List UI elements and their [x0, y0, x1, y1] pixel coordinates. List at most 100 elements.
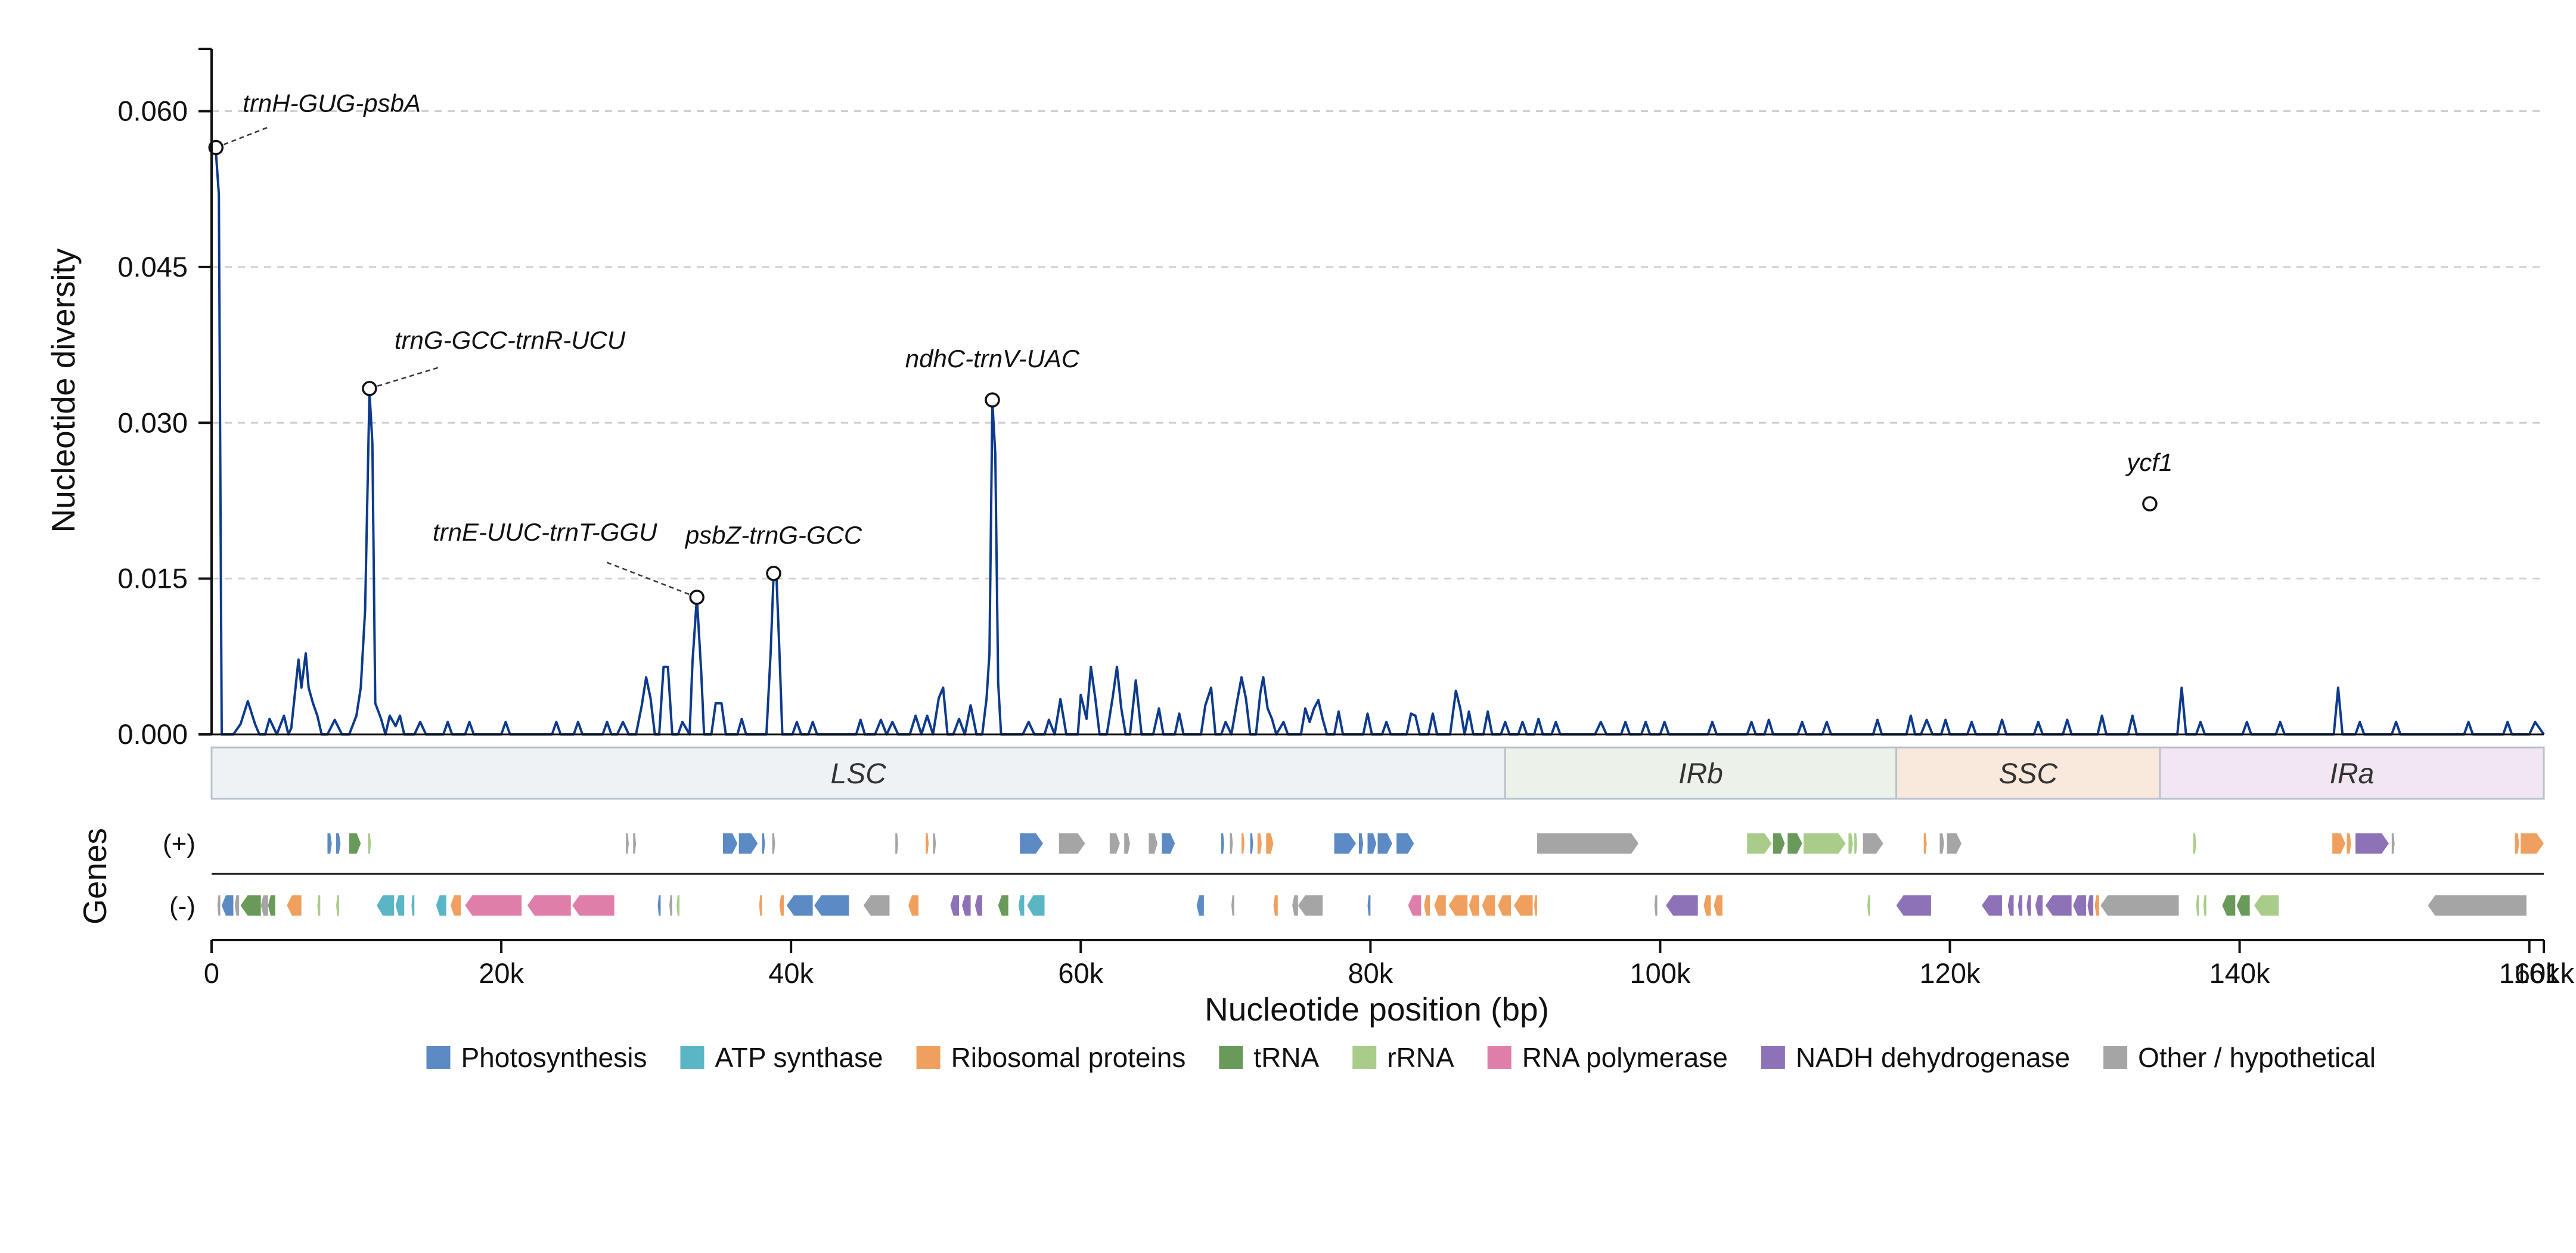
- gene-arrow: [1773, 833, 1785, 854]
- gene-arrow: [2515, 833, 2519, 854]
- peak-marker: [362, 381, 377, 396]
- gene-arrow: [1273, 895, 1278, 916]
- gene-arrow: [2035, 895, 2043, 916]
- legend-swatch: [1352, 1046, 1377, 1069]
- legend-label: ATP synthase: [715, 1042, 883, 1073]
- gene-arrow: [1162, 833, 1175, 854]
- genes-axis-title: Genes: [76, 828, 113, 925]
- gene-arrow: [1358, 833, 1364, 854]
- gene-arrow: [1513, 895, 1533, 916]
- region-label: SSC: [1998, 758, 2057, 790]
- gene-arrow: [451, 895, 461, 916]
- x-tick-label: 161k: [2513, 957, 2574, 989]
- gene-arrow: [1231, 895, 1234, 916]
- gene-arrow: [2428, 895, 2527, 916]
- gene-arrow: [1292, 895, 1298, 916]
- y-tick-label: 0.000: [117, 718, 188, 750]
- gene-arrow: [222, 895, 234, 916]
- peak-annotations: trnH-GUG-psbA trnG-GCC-trnR-UCU trnE-UUC-t…: [208, 89, 2172, 605]
- peak-leader-line: [369, 367, 439, 389]
- gene-arrow: [1848, 833, 1853, 854]
- x-tick-label: 120k: [1920, 957, 1981, 989]
- gene-arrow: [759, 895, 762, 916]
- gene-arrow: [626, 833, 629, 854]
- peak-label: psbZ-trnG-GCC: [684, 521, 862, 549]
- gene-arrow: [895, 833, 899, 854]
- x-axis-title: Nucleotide position (bp): [1205, 991, 1549, 1028]
- gene-arrow: [1367, 833, 1377, 854]
- gene-arrow: [2355, 833, 2389, 854]
- peak-label: trnE-UUC-trnT-GGU: [433, 518, 657, 546]
- peak-marker: [2142, 496, 2158, 511]
- gene-arrow: [762, 833, 765, 854]
- x-tick-label: 20k: [479, 957, 524, 989]
- peak-marker: [689, 590, 704, 605]
- legend-swatch: [2103, 1046, 2128, 1069]
- gene-arrow: [2026, 895, 2031, 916]
- gene-arrow: [1250, 833, 1253, 854]
- x-tick-label: 80k: [1348, 957, 1393, 989]
- gene-arrow: [1257, 833, 1262, 854]
- region-label: IRb: [1678, 758, 1723, 790]
- gene-arrow: [1469, 895, 1479, 916]
- y-axis-title: Nucleotide diversity: [45, 248, 82, 532]
- gene-arrow: [336, 833, 341, 854]
- gene-arrow: [2045, 895, 2072, 916]
- legend-swatch: [680, 1046, 704, 1069]
- gene-arrow: [572, 895, 614, 916]
- legend-swatch: [1219, 1046, 1243, 1069]
- gene-arrow: [465, 895, 522, 916]
- gene-arrow: [1854, 833, 1857, 854]
- region-block-lsc: [210, 746, 1506, 800]
- gene-arrow: [1334, 833, 1357, 854]
- legend-label: Other / hypothetical: [2138, 1042, 2376, 1073]
- legend-label: rRNA: [1387, 1042, 1454, 1073]
- gene-arrow: [336, 895, 339, 916]
- gene-arrow: [676, 895, 680, 916]
- x-tick-label: 140k: [2209, 957, 2270, 989]
- legend-swatch: [1761, 1046, 1785, 1069]
- gene-arrow: [317, 895, 321, 916]
- gene-arrow: [2347, 833, 2351, 854]
- gene-arrow: [1923, 833, 1927, 854]
- genome-region-bar: LSC IRb SSC IRa: [210, 746, 2545, 800]
- gene-arrow: [1396, 833, 1414, 854]
- gene-arrow: [395, 895, 405, 916]
- gene-arrow: [998, 895, 1008, 916]
- gene-arrow: [1448, 895, 1468, 916]
- peak-marker: [766, 566, 781, 581]
- legend: Photosynthesis ATP synthase Ribosomal prot…: [426, 1042, 2376, 1073]
- gene-arrow: [268, 895, 275, 916]
- gene-arrow: [1434, 895, 1446, 916]
- gene-arrow: [786, 895, 813, 916]
- gene-arrow: [1018, 895, 1025, 916]
- gene-arrow: [2193, 833, 2196, 854]
- gridlines: [212, 110, 2544, 580]
- gene-arrow: [377, 895, 395, 916]
- gene-arrow: [1221, 833, 1224, 854]
- gene-arrow: [1027, 895, 1045, 916]
- gene-arrow: [1896, 895, 1931, 916]
- legend-label: NADH dehydrogenase: [1796, 1042, 2070, 1073]
- gene-arrow: [368, 833, 371, 854]
- gene-arrow: [950, 895, 960, 916]
- gene-arrow: [1947, 833, 1962, 854]
- gene-arrow: [1703, 895, 1711, 916]
- gene-arrow: [349, 833, 361, 854]
- gene-arrow: [1482, 895, 1495, 916]
- peak-label: trnG-GCC-trnR-UCU: [395, 326, 626, 354]
- gene-arrow: [2203, 895, 2206, 916]
- gene-arrow: [633, 833, 637, 854]
- gene-arrow: [1020, 833, 1044, 854]
- peak-leader-line: [215, 126, 270, 148]
- y-tick-label: 0.030: [117, 407, 188, 438]
- gene-arrow: [1266, 833, 1274, 854]
- peak-label: ycf1: [2125, 448, 2172, 476]
- gene-arrow: [1867, 895, 1870, 916]
- gene-arrow: [436, 895, 446, 916]
- gene-arrow: [1367, 895, 1371, 916]
- gene-arrow: [1654, 895, 1658, 916]
- gene-arrow: [2100, 895, 2179, 916]
- gene-arrow: [1666, 895, 1698, 916]
